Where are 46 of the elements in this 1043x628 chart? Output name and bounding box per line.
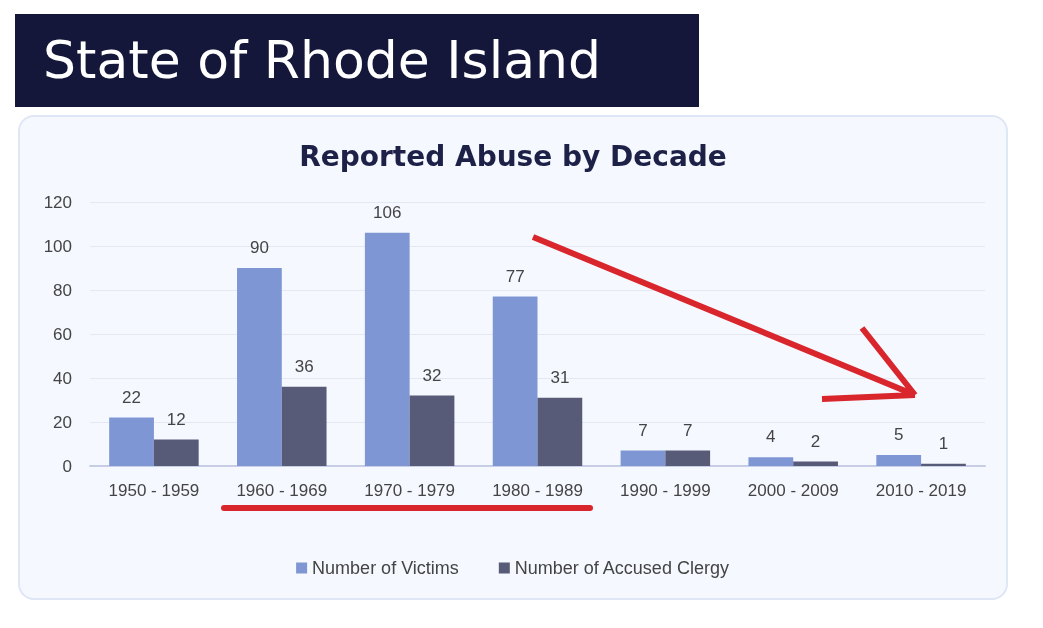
x-tick-label: 1970 - 1979: [364, 481, 456, 500]
y-tick-label: 120: [43, 192, 72, 212]
bar: [109, 417, 154, 466]
bar: [876, 455, 922, 466]
bar: [281, 386, 327, 466]
x-tick-label: 1960 - 1969: [236, 481, 328, 500]
x-tick-label: 2000 - 2009: [747, 481, 839, 500]
bar: [748, 457, 794, 466]
x-tick-label: 1950 - 1959: [108, 481, 200, 500]
bar: [492, 296, 538, 466]
x-tick-label: 2010 - 2019: [875, 481, 967, 500]
chart-title: State of Rhode Island: [15, 14, 699, 107]
data-label: 2: [810, 431, 821, 451]
data-label: 106: [373, 202, 402, 222]
y-tick-label: 0: [62, 456, 72, 476]
bar: [537, 397, 583, 466]
bar: [237, 268, 282, 466]
legend-label: Number of Victims: [312, 558, 459, 578]
data-label: 90: [249, 238, 269, 257]
y-tick-label: 20: [53, 412, 72, 432]
data-label: 4: [766, 427, 776, 447]
bar: [665, 450, 711, 466]
y-tick-label: 100: [43, 236, 72, 256]
bar: [364, 232, 410, 466]
data-label: 32: [422, 365, 442, 385]
chart-subtitle: Reported Abuse by Decade: [299, 139, 727, 173]
data-label: 31: [550, 367, 570, 387]
data-label: 7: [638, 420, 648, 440]
data-label: 5: [893, 425, 904, 444]
y-tick-label: 40: [53, 368, 72, 388]
bar: [620, 450, 666, 466]
bar: [409, 395, 455, 466]
data-label: 22: [122, 387, 142, 407]
bar: [921, 463, 966, 466]
bar: [153, 439, 199, 466]
y-tick-label: 80: [53, 280, 72, 300]
data-label: 77: [505, 266, 525, 286]
data-label: 7: [683, 420, 693, 440]
x-tick-label: 1990 - 1999: [619, 481, 711, 500]
x-tick-label: 1980 - 1989: [492, 481, 583, 500]
data-label: 12: [166, 409, 186, 429]
data-label: 36: [294, 356, 314, 376]
y-tick-label: 60: [53, 324, 72, 344]
legend-label: Number of Accused Clergy: [514, 558, 729, 578]
bar: [793, 461, 838, 466]
data-label: 1: [938, 433, 949, 453]
